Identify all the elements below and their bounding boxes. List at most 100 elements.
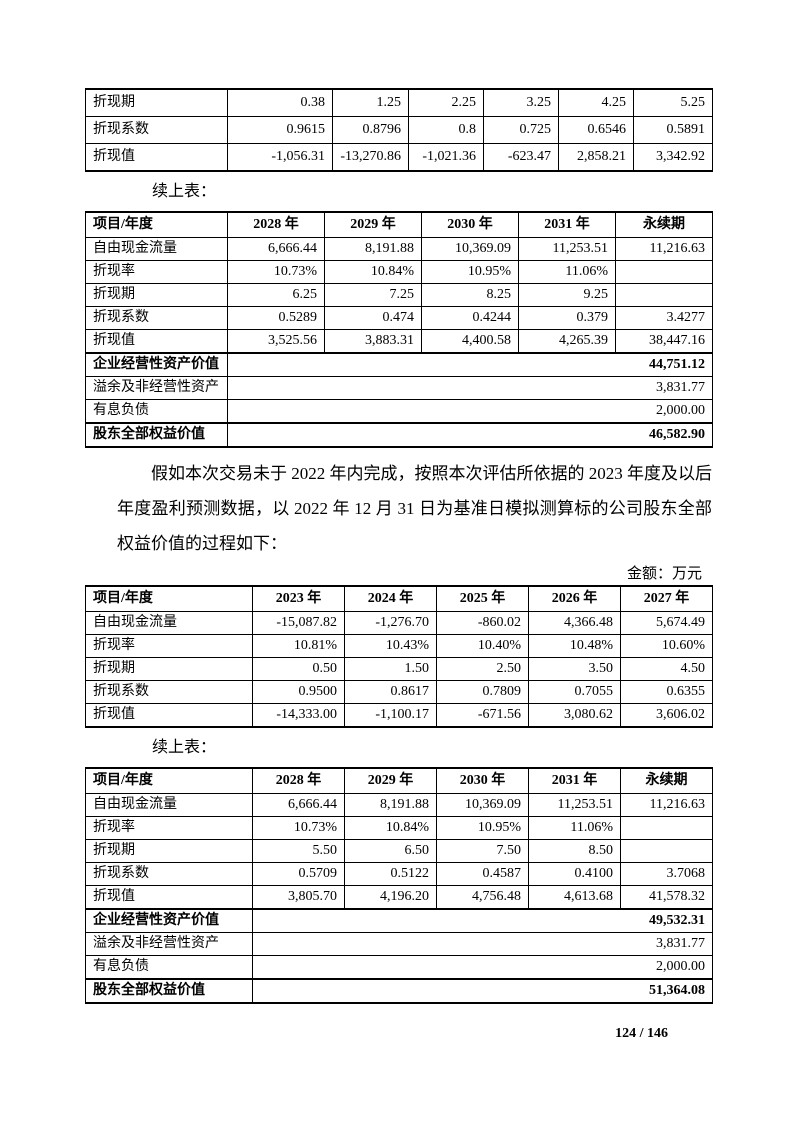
value-cell: 0.5122 [344,862,437,886]
value-cell: 11,253.51 [528,793,621,817]
table-header-row: 项目/年度 2028 年 2029 年 2030 年 2031 年永续期 [85,211,713,238]
table-simulated-equity-value-2028-2031: 项目/年度 2028 年 2029 年 2030 年 2031 年永续期 自由现金流量 6,… [85,767,713,1004]
header-year-cell: 2031 年 [528,767,621,794]
value-cell: 0.6546 [558,116,634,144]
value-cell: 10.43% [344,634,437,658]
table-row: 自由现金流量 6,666.44 8,191.88 10,369.09 11,253.51… [85,793,713,817]
value-cell: 4,756.48 [436,885,529,910]
value-cell: -1,021.36 [408,143,484,172]
row-label-cell: 自由现金流量 [85,237,228,261]
value-cell [620,839,713,863]
value-cell: 6,666.44 [227,237,325,261]
value-cell: 0.379 [518,306,616,330]
row-label-cell: 折现期 [85,88,228,117]
row-label-cell: 折现系数 [85,680,253,704]
value-cell: 4,196.20 [344,885,437,910]
header-year-cell: 2030 年 [436,767,529,794]
value-cell: 6.25 [227,283,325,307]
row-label-cell: 折现率 [85,260,228,284]
header-year-cell: 2029 年 [324,211,422,238]
value-cell: -14,333.00 [252,703,345,728]
row-label-cell: 折现率 [85,634,253,658]
header-year-cell: 2027 年 [620,585,713,612]
value-cell: 7.50 [436,839,529,863]
summary-row: 企业经营性资产价值 44,751.12 [85,352,713,377]
table-row: 折现系数 0.5709 0.5122 0.4587 0.4100 3.7068 [85,862,713,886]
value-cell: 3,342.92 [633,143,713,172]
value-cell: 10.84% [324,260,422,284]
table-row: 折现期 0.38 1.25 2.25 3.25 4.25 5.25 [85,88,713,117]
summary-label-cell: 溢余及非经营性资产 [85,376,228,400]
value-cell: -860.02 [436,611,529,635]
value-cell: 10.60% [620,634,713,658]
value-cell: 5,674.49 [620,611,713,635]
value-cell: -1,056.31 [227,143,333,172]
value-cell: 10.81% [252,634,345,658]
value-cell: 2.50 [436,657,529,681]
summary-label-cell: 溢余及非经营性资产 [85,932,253,956]
value-cell [615,260,713,284]
value-cell [615,283,713,307]
value-cell: 2.25 [408,88,484,117]
row-label-cell: 折现期 [85,657,253,681]
header-year-cell: 2028 年 [227,211,325,238]
table-equity-value-2028-2031: 项目/年度 2028 年 2029 年 2030 年 2031 年永续期 自由现金流量 6,… [85,211,713,448]
value-cell: 4.25 [558,88,634,117]
table-row: 折现率 10.73% 10.84% 10.95% 11.06% [85,816,713,840]
row-label-cell: 折现值 [85,329,228,354]
value-cell: 11.06% [528,816,621,840]
summary-row: 有息负债 2,000.00 [85,399,713,424]
table-row: 折现系数 0.9615 0.8796 0.8 0.725 0.6546 0.5891 [85,116,713,144]
value-cell: 3,606.02 [620,703,713,728]
table-row: 折现期 5.50 6.50 7.50 8.50 [85,839,713,863]
value-cell: 10,369.09 [421,237,519,261]
table-header-row: 项目/年度 2028 年 2029 年 2030 年 2031 年永续期 [85,767,713,794]
value-cell: 3,525.56 [227,329,325,354]
row-label-cell: 折现系数 [85,306,228,330]
value-cell: 10.73% [227,260,325,284]
amount-unit-label: 金额：万元 [626,566,702,582]
value-cell: 8.25 [421,283,519,307]
summary-label-cell: 企业经营性资产价值 [85,352,228,377]
row-label-cell: 折现值 [85,885,253,910]
value-cell: 0.8796 [332,116,409,144]
summary-label-cell: 股东全部权益价值 [85,978,253,1004]
value-cell: 6.50 [344,839,437,863]
table-row: 折现值 -1,056.31 -13,270.86 -1,021.36 -623.47 2,… [85,143,713,172]
value-cell: 11.06% [518,260,616,284]
value-cell: 3,080.62 [528,703,621,728]
table-row: 折现值 -14,333.00 -1,100.17 -671.56 3,080.62 3,6… [85,703,713,728]
value-cell: -15,087.82 [252,611,345,635]
value-cell: 0.7809 [436,680,529,704]
value-cell: 5.25 [633,88,713,117]
table-row: 折现期 6.25 7.25 8.25 9.25 [85,283,713,307]
row-label-cell: 折现系数 [85,862,253,886]
page-number: 124 / 146 [615,1026,668,1041]
summary-value-cell: 46,582.90 [227,422,713,448]
value-cell: 7.25 [324,283,422,307]
header-year-cell: 2031 年 [518,211,616,238]
value-cell: 38,447.16 [615,329,713,354]
value-cell: 6,666.44 [252,793,345,817]
value-cell: 10.40% [436,634,529,658]
table-discount-factors-continued: 折现期 0.38 1.25 2.25 3.25 4.25 5.25 折现系数 0.9615 0.8… [85,88,713,172]
row-label-cell: 折现率 [85,816,253,840]
value-cell: 11,253.51 [518,237,616,261]
value-cell: 0.474 [324,306,422,330]
value-cell: 0.5289 [227,306,325,330]
summary-row: 溢余及非经营性资产 3,831.77 [85,376,713,400]
value-cell: 0.6355 [620,680,713,704]
row-label-cell: 折现值 [85,703,253,728]
value-cell: 4,400.58 [421,329,519,354]
summary-label-cell: 股东全部权益价值 [85,422,228,448]
header-item-cell: 项目/年度 [85,767,253,794]
summary-value-cell: 49,532.31 [252,908,713,933]
header-year-cell: 2024 年 [344,585,437,612]
table-row: 自由现金流量 -15,087.82 -1,276.70 -860.02 4,366.48… [85,611,713,635]
table-row: 折现率 10.73% 10.84% 10.95% 11.06% [85,260,713,284]
value-cell: 4.50 [620,657,713,681]
summary-value-cell: 44,751.12 [227,352,713,377]
header-year-cell: 2029 年 [344,767,437,794]
table-row: 折现系数 0.5289 0.474 0.4244 0.379 3.4277 [85,306,713,330]
